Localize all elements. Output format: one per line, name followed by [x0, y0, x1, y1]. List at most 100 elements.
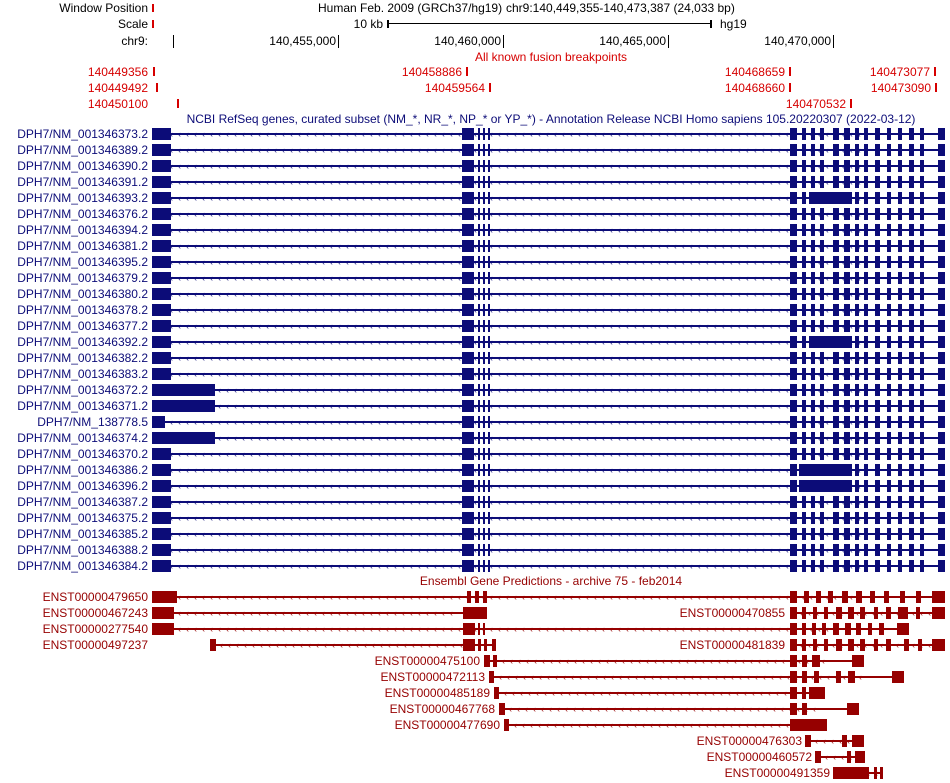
refseq-gene-structure[interactable]: ‹‹‹‹‹‹‹‹‹‹‹‹‹‹‹‹‹‹‹‹‹‹‹‹‹‹‹‹‹‹‹‹‹‹‹‹‹‹‹‹…: [152, 526, 950, 542]
ensembl-track-title[interactable]: Ensembl Gene Predictions - archive 75 - …: [419, 574, 683, 588]
refseq-gene-structure[interactable]: ‹‹‹‹‹‹‹‹‹‹‹‹‹‹‹‹‹‹‹‹‹‹‹‹‹‹‹‹‹‹‹‹‹‹‹‹‹‹‹‹…: [152, 558, 950, 574]
ensembl-transcript-label[interactable]: [0, 701, 152, 717]
ensembl-row-track[interactable]: ENST00000475100 ‹‹‹‹‹‹‹‹‹‹‹‹‹‹‹‹‹‹‹‹‹‹‹‹‹…: [152, 653, 950, 669]
refseq-gene-structure[interactable]: ‹‹‹‹‹‹‹‹‹‹‹‹‹‹‹‹‹‹‹‹‹‹‹‹‹‹‹‹‹‹‹‹‹‹‹‹‹‹‹‹…: [152, 174, 950, 190]
breakpoint-item-label[interactable]: 140459564: [424, 81, 485, 95]
ensembl-transcript-label[interactable]: ENST00000475100: [374, 654, 480, 668]
refseq-gene-structure[interactable]: ‹‹‹‹‹‹‹‹‹‹‹‹‹‹‹‹‹‹‹‹‹‹‹‹‹‹‹‹‹‹‹‹‹‹‹‹‹‹‹‹…: [152, 270, 950, 286]
refseq-gene-label[interactable]: DPH7/NM_001346384.2: [17, 559, 148, 573]
refseq-gene-structure[interactable]: ‹‹‹‹‹‹‹‹‹‹‹‹‹‹‹‹‹‹‹‹‹‹‹‹‹‹‹‹‹‹‹‹‹‹‹‹‹‹‹‹…: [152, 222, 950, 238]
refseq-gene-label[interactable]: DPH7/NM_001346377.2: [17, 319, 148, 333]
ensembl-transcript-label[interactable]: ENST00000467243: [42, 606, 148, 620]
breakpoint-item-label[interactable]: 140468660: [724, 81, 785, 95]
refseq-gene-structure[interactable]: ‹‹‹‹‹‹‹‹‹‹‹‹‹‹‹‹‹‹‹‹‹‹‹‹‹‹‹‹‹‹‹‹‹‹‹‹‹‹‹‹…: [152, 254, 950, 270]
refseq-gene-label[interactable]: DPH7/NM_001346375.2: [17, 511, 148, 525]
refseq-gene-label[interactable]: DPH7/NM_001346374.2: [17, 431, 148, 445]
ensembl-row-track[interactable]: ENST00000467768 ‹‹‹‹‹‹‹‹‹‹‹‹‹‹‹‹‹‹‹‹‹‹‹‹‹…: [152, 701, 950, 717]
refseq-gene-structure[interactable]: ‹‹‹‹‹‹‹‹‹‹‹‹‹‹‹‹‹‹‹‹‹‹‹‹‹‹‹‹‹‹‹‹‹‹‹‹‹‹‹‹…: [152, 462, 950, 478]
refseq-gene-structure[interactable]: ‹‹‹‹‹‹‹‹‹‹‹‹‹‹‹‹‹‹‹‹‹‹‹‹‹‹‹‹‹‹‹‹‹‹‹‹‹‹‹‹…: [152, 190, 950, 206]
breakpoint-tick[interactable]: [935, 83, 937, 92]
refseq-gene-label[interactable]: DPH7/NM_001346383.2: [17, 367, 148, 381]
breakpoint-tick[interactable]: [177, 99, 179, 108]
refseq-gene-structure[interactable]: ‹‹‹‹‹‹‹‹‹‹‹‹‹‹‹‹‹‹‹‹‹‹‹‹‹‹‹‹‹‹‹‹‹‹‹‹‹‹‹‹…: [152, 414, 950, 430]
refseq-gene-label[interactable]: DPH7/NM_001346390.2: [17, 159, 148, 173]
refseq-gene-label[interactable]: DPH7/NM_138778.5: [37, 415, 148, 429]
refseq-gene-label[interactable]: DPH7/NM_001346387.2: [17, 495, 148, 509]
refseq-gene-label[interactable]: DPH7/NM_001346385.2: [17, 527, 148, 541]
ensembl-transcript-label[interactable]: ENST00000479650: [42, 590, 148, 604]
refseq-gene-structure[interactable]: ‹‹‹‹‹‹‹‹‹‹‹‹‹‹‹‹‹‹‹‹‹‹‹‹‹‹‹‹‹‹‹‹‹‹‹‹‹‹‹‹…: [152, 238, 950, 254]
ensembl-transcript-label[interactable]: ENST00000491359: [724, 766, 830, 780]
refseq-gene-structure[interactable]: ‹‹‹‹‹‹‹‹‹‹‹‹‹‹‹‹‹‹‹‹‹‹‹‹‹‹‹‹‹‹‹‹‹‹‹‹‹‹‹‹…: [152, 382, 950, 398]
fusion-track-title[interactable]: All known fusion breakpoints: [474, 50, 628, 64]
refseq-gene-label[interactable]: DPH7/NM_001346393.2: [17, 191, 148, 205]
refseq-gene-label[interactable]: DPH7/NM_001346394.2: [17, 223, 148, 237]
refseq-gene-structure[interactable]: ‹‹‹‹‹‹‹‹‹‹‹‹‹‹‹‹‹‹‹‹‹‹‹‹‹‹‹‹‹‹‹‹‹‹‹‹‹‹‹‹…: [152, 206, 950, 222]
refseq-gene-structure[interactable]: ‹‹‹‹‹‹‹‹‹‹‹‹‹‹‹‹‹‹‹‹‹‹‹‹‹‹‹‹‹‹‹‹‹‹‹‹‹‹‹‹…: [152, 318, 950, 334]
ensembl-transcript-label[interactable]: ENST00000477690: [394, 718, 500, 732]
refseq-gene-label[interactable]: DPH7/NM_001346373.2: [17, 127, 148, 141]
breakpoint-tick[interactable]: [789, 67, 791, 76]
breakpoint-tick[interactable]: [489, 83, 491, 92]
ensembl-transcript-label[interactable]: [0, 765, 152, 781]
refseq-gene-label[interactable]: DPH7/NM_001346379.2: [17, 271, 148, 285]
ensembl-transcript-label[interactable]: [0, 669, 152, 685]
ensembl-transcript-label[interactable]: ENST00000476303: [696, 734, 802, 748]
refseq-gene-structure[interactable]: ‹‹‹‹‹‹‹‹‹‹‹‹‹‹‹‹‹‹‹‹‹‹‹‹‹‹‹‹‹‹‹‹‹‹‹‹‹‹‹‹…: [152, 302, 950, 318]
refseq-gene-label[interactable]: DPH7/NM_001346396.2: [17, 479, 148, 493]
refseq-gene-structure[interactable]: ‹‹‹‹‹‹‹‹‹‹‹‹‹‹‹‹‹‹‹‹‹‹‹‹‹‹‹‹‹‹‹‹‹‹‹‹‹‹‹‹…: [152, 542, 950, 558]
breakpoint-tick[interactable]: [850, 99, 852, 108]
breakpoint-item-label[interactable]: 140468659: [724, 65, 785, 79]
breakpoint-tick[interactable]: [789, 83, 791, 92]
refseq-track-title[interactable]: NCBI RefSeq genes, curated subset (NM_*,…: [186, 112, 916, 126]
refseq-gene-structure[interactable]: ‹‹‹‹‹‹‹‹‹‹‹‹‹‹‹‹‹‹‹‹‹‹‹‹‹‹‹‹‹‹‹‹‹‹‹‹‹‹‹‹…: [152, 334, 950, 350]
breakpoint-tick[interactable]: [153, 67, 155, 76]
ensembl-transcript-label[interactable]: ENST00000481839: [679, 638, 785, 652]
ensembl-row-track[interactable]: ‹‹‹‹‹‹‹‹‹‹‹‹‹‹‹‹‹‹‹‹‹‹‹‹‹‹‹‹‹‹‹‹‹‹‹‹‹‹ EN…: [152, 605, 950, 621]
ensembl-transcript-label[interactable]: [0, 733, 152, 749]
ensembl-row-track[interactable]: ENST00000460572 ‹‹‹‹‹‹: [152, 749, 950, 765]
refseq-gene-label[interactable]: DPH7/NM_001346389.2: [17, 143, 148, 157]
refseq-gene-label[interactable]: DPH7/NM_001346376.2: [17, 207, 148, 221]
ensembl-transcript-label[interactable]: ENST00000470855: [679, 606, 785, 620]
ensembl-row-track[interactable]: ENST00000491359‹‹‹‹‹‹: [152, 765, 950, 781]
breakpoint-tick[interactable]: [156, 83, 158, 92]
ensembl-transcript-label[interactable]: ENST00000467768: [389, 702, 495, 716]
refseq-gene-structure[interactable]: ‹‹‹‹‹‹‹‹‹‹‹‹‹‹‹‹‹‹‹‹‹‹‹‹‹‹‹‹‹‹‹‹‹‹‹‹‹‹‹‹…: [152, 430, 950, 446]
refseq-gene-label[interactable]: DPH7/NM_001346391.2: [17, 175, 148, 189]
refseq-gene-label[interactable]: DPH7/NM_001346372.2: [17, 383, 148, 397]
refseq-gene-label[interactable]: DPH7/NM_001346370.2: [17, 447, 148, 461]
ensembl-transcript-label[interactable]: ENST00000460572: [706, 750, 812, 764]
breakpoint-item-label[interactable]: 140470532: [785, 97, 846, 111]
ensembl-row-track[interactable]: ENST00000472113 ‹‹‹‹‹‹‹‹‹‹‹‹‹‹‹‹‹‹‹‹‹‹‹‹‹…: [152, 669, 950, 685]
breakpoint-item-label[interactable]: 140473090: [870, 81, 931, 95]
refseq-gene-structure[interactable]: ‹‹‹‹‹‹‹‹‹‹‹‹‹‹‹‹‹‹‹‹‹‹‹‹‹‹‹‹‹‹‹‹‹‹‹‹‹‹‹‹…: [152, 398, 950, 414]
breakpoint-tick[interactable]: [466, 67, 468, 76]
breakpoint-item-label[interactable]: 140458886: [401, 65, 462, 79]
refseq-gene-label[interactable]: DPH7/NM_001346382.2: [17, 351, 148, 365]
refseq-gene-structure[interactable]: ‹‹‹‹‹‹‹‹‹‹‹‹‹‹‹‹‹‹‹‹‹‹‹‹‹‹‹‹‹‹‹‹‹‹‹‹‹‹‹‹…: [152, 286, 950, 302]
breakpoint-tick[interactable]: [934, 67, 936, 76]
ensembl-transcript-label[interactable]: [0, 653, 152, 669]
refseq-gene-structure[interactable]: ‹‹‹‹‹‹‹‹‹‹‹‹‹‹‹‹‹‹‹‹‹‹‹‹‹‹‹‹‹‹‹‹‹‹‹‹‹‹‹‹…: [152, 446, 950, 462]
refseq-gene-structure[interactable]: ‹‹‹‹‹‹‹‹‹‹‹‹‹‹‹‹‹‹‹‹‹‹‹‹‹‹‹‹‹‹‹‹‹‹‹‹‹‹‹‹…: [152, 158, 950, 174]
refseq-gene-label[interactable]: DPH7/NM_001346392.2: [17, 335, 148, 349]
refseq-gene-label[interactable]: DPH7/NM_001346386.2: [17, 463, 148, 477]
refseq-gene-label[interactable]: DPH7/NM_001346395.2: [17, 255, 148, 269]
coordinate-axis[interactable]: 140,455,000 140,460,000 140,465,000 140,470…: [152, 32, 950, 50]
refseq-gene-structure[interactable]: ‹‹‹‹‹‹‹‹‹‹‹‹‹‹‹‹‹‹‹‹‹‹‹‹‹‹‹‹‹‹‹‹‹‹‹‹‹‹‹‹…: [152, 494, 950, 510]
ensembl-row-track[interactable]: ‹‹‹‹‹‹‹‹‹‹‹‹‹‹‹‹‹‹‹‹‹‹‹‹‹‹‹‹‹‹‹‹‹‹‹‹‹‹‹‹…: [152, 621, 950, 637]
refseq-gene-structure[interactable]: ‹‹‹‹‹‹‹‹‹‹‹‹‹‹‹‹‹‹‹‹‹‹‹‹‹‹‹‹‹‹‹‹‹‹‹‹‹‹‹‹…: [152, 366, 950, 382]
ensembl-row-track[interactable]: ENST00000476303 ‹‹‹‹‹‹‹: [152, 733, 950, 749]
refseq-gene-structure[interactable]: ‹‹‹‹‹‹‹‹‹‹‹‹‹‹‹‹‹‹‹‹‹‹‹‹‹‹‹‹‹‹‹‹‹‹‹‹‹‹‹‹…: [152, 478, 950, 494]
refseq-gene-structure[interactable]: ‹‹‹‹‹‹‹‹‹‹‹‹‹‹‹‹‹‹‹‹‹‹‹‹‹‹‹‹‹‹‹‹‹‹‹‹‹‹‹‹…: [152, 126, 950, 142]
refseq-gene-label[interactable]: DPH7/NM_001346380.2: [17, 287, 148, 301]
refseq-gene-label[interactable]: DPH7/NM_001346388.2: [17, 543, 148, 557]
ensembl-transcript-label[interactable]: [0, 685, 152, 701]
ensembl-transcript-label[interactable]: [0, 717, 152, 733]
ensembl-transcript-label[interactable]: [0, 749, 152, 765]
ensembl-transcript-label[interactable]: ENST00000277540: [42, 622, 148, 636]
breakpoint-item-label[interactable]: 140473077: [869, 65, 930, 79]
ensembl-row-track[interactable]: ENST00000477690 ‹‹‹‹‹‹‹‹‹‹‹‹‹‹‹‹‹‹‹‹‹‹‹‹‹…: [152, 717, 950, 733]
refseq-gene-structure[interactable]: ‹‹‹‹‹‹‹‹‹‹‹‹‹‹‹‹‹‹‹‹‹‹‹‹‹‹‹‹‹‹‹‹‹‹‹‹‹‹‹‹…: [152, 350, 950, 366]
